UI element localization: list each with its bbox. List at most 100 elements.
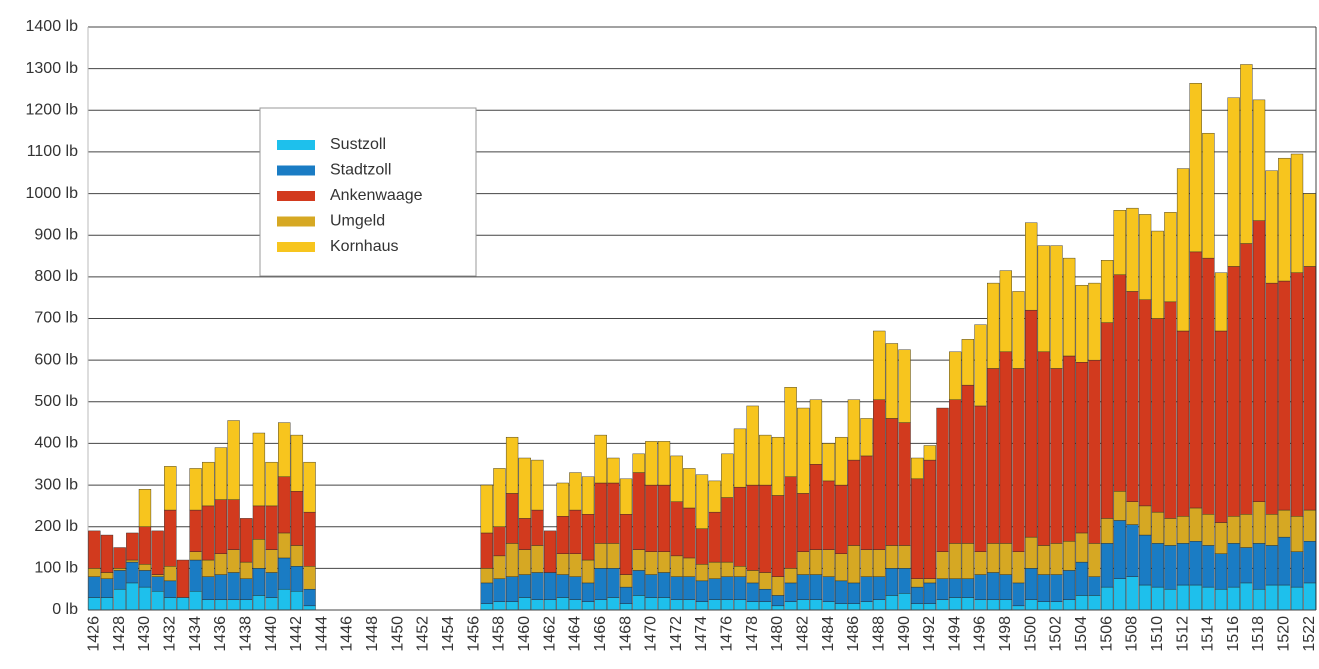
bar-segment <box>493 555 506 579</box>
bar-segment <box>923 578 937 584</box>
bar-segment <box>1062 257 1076 357</box>
bar-segment <box>949 543 962 579</box>
bar-segment <box>88 530 101 569</box>
bar-segment <box>138 586 152 611</box>
bar-segment <box>265 461 278 507</box>
bar-segment <box>1037 545 1050 575</box>
bar-segment <box>860 576 873 602</box>
bar-segment <box>670 555 683 577</box>
bar-segment <box>1126 524 1139 577</box>
bar-segment <box>835 484 848 554</box>
bar-segment <box>721 497 734 563</box>
bar-segment <box>1050 368 1063 544</box>
bar-segment <box>518 518 531 550</box>
x-tick-label: 1512 <box>1174 616 1191 652</box>
bar-segment <box>581 559 595 584</box>
bar-segment <box>252 539 266 569</box>
bar-segment <box>189 591 202 611</box>
bar-segment <box>759 484 772 573</box>
bar-segment <box>683 507 696 559</box>
legend-swatch <box>277 140 315 150</box>
bar-segment <box>835 436 848 486</box>
bar-segment <box>1088 576 1101 596</box>
bar-segment <box>809 599 823 611</box>
bar-segment <box>138 570 152 588</box>
x-tick-label: 1500 <box>1022 616 1039 652</box>
x-tick-label: 1516 <box>1225 616 1242 652</box>
bar-segment <box>1214 588 1228 611</box>
x-tick-label: 1482 <box>794 616 811 652</box>
bar-segment <box>240 518 253 563</box>
bar-segment <box>1062 570 1076 600</box>
bar-segment <box>505 493 519 544</box>
bar-segment <box>1075 532 1088 563</box>
bar-segment <box>809 549 823 575</box>
bar-segment <box>493 526 506 557</box>
bar-segment <box>607 568 620 598</box>
bar-segment <box>252 595 266 611</box>
x-tick-label: 1440 <box>263 616 280 652</box>
bar-segment <box>733 576 747 600</box>
bar-segment <box>290 591 304 611</box>
bar-segment <box>1151 230 1164 319</box>
legend-label: Kornhaus <box>330 238 399 255</box>
bar-segment <box>138 489 152 527</box>
bar-segment <box>1278 157 1291 282</box>
bar-segment <box>999 599 1012 611</box>
bar-segment <box>303 461 316 513</box>
bar-segment <box>265 597 278 611</box>
y-tick-label: 900 lb <box>34 226 78 243</box>
bar-segment <box>505 576 519 602</box>
bar-segment <box>873 576 886 600</box>
bar-segment <box>683 468 696 509</box>
bar-segment <box>987 368 1000 544</box>
x-tick-label: 1476 <box>719 616 736 652</box>
bar-segment <box>1100 260 1114 323</box>
bar-segment <box>911 586 924 604</box>
bar-segment <box>556 597 569 611</box>
bar-segment <box>771 595 785 607</box>
bar-segment <box>581 582 595 602</box>
bar-segment <box>860 418 873 457</box>
bar-segment <box>1025 222 1038 311</box>
legend-swatch <box>277 191 315 201</box>
bar-segment <box>1050 245 1063 369</box>
bar-segment <box>1025 568 1038 600</box>
bar-segment <box>531 459 544 511</box>
bar-segment <box>594 482 607 544</box>
bar-segment <box>746 570 759 584</box>
bar-segment <box>227 549 240 573</box>
bar-segment <box>721 576 734 600</box>
bar-segment <box>278 532 291 559</box>
x-tick-label: 1504 <box>1073 616 1090 652</box>
bar-segment <box>657 484 671 552</box>
bar-segment <box>822 480 835 550</box>
bar-segment <box>1189 251 1202 509</box>
bar-segment <box>278 422 291 477</box>
x-tick-label: 1484 <box>820 616 837 652</box>
bar-segment <box>1290 516 1304 552</box>
bar-segment <box>923 582 937 604</box>
bar-segment <box>1252 543 1266 590</box>
bar-segment <box>290 434 304 492</box>
bar-segment <box>809 574 823 600</box>
bar-segment <box>227 572 240 600</box>
bar-segment <box>214 553 228 575</box>
bar-segment <box>531 599 544 611</box>
bar-segment <box>1265 584 1278 611</box>
x-tick-label: 1452 <box>415 616 432 652</box>
bar-segment <box>847 545 861 584</box>
bar-segment <box>771 605 785 611</box>
bar-segment <box>670 455 683 502</box>
x-tick-label: 1496 <box>972 616 989 652</box>
bar-segment <box>113 547 126 569</box>
bar-segment <box>265 572 278 598</box>
bar-segment <box>733 486 747 567</box>
bar-segment <box>1025 599 1038 611</box>
bar-segment <box>303 566 316 590</box>
bar-segment <box>695 474 709 529</box>
bar-segment <box>214 574 228 600</box>
x-tick-label: 1518 <box>1250 616 1267 652</box>
x-tick-label: 1514 <box>1200 616 1217 652</box>
bar-segment <box>1303 582 1316 611</box>
